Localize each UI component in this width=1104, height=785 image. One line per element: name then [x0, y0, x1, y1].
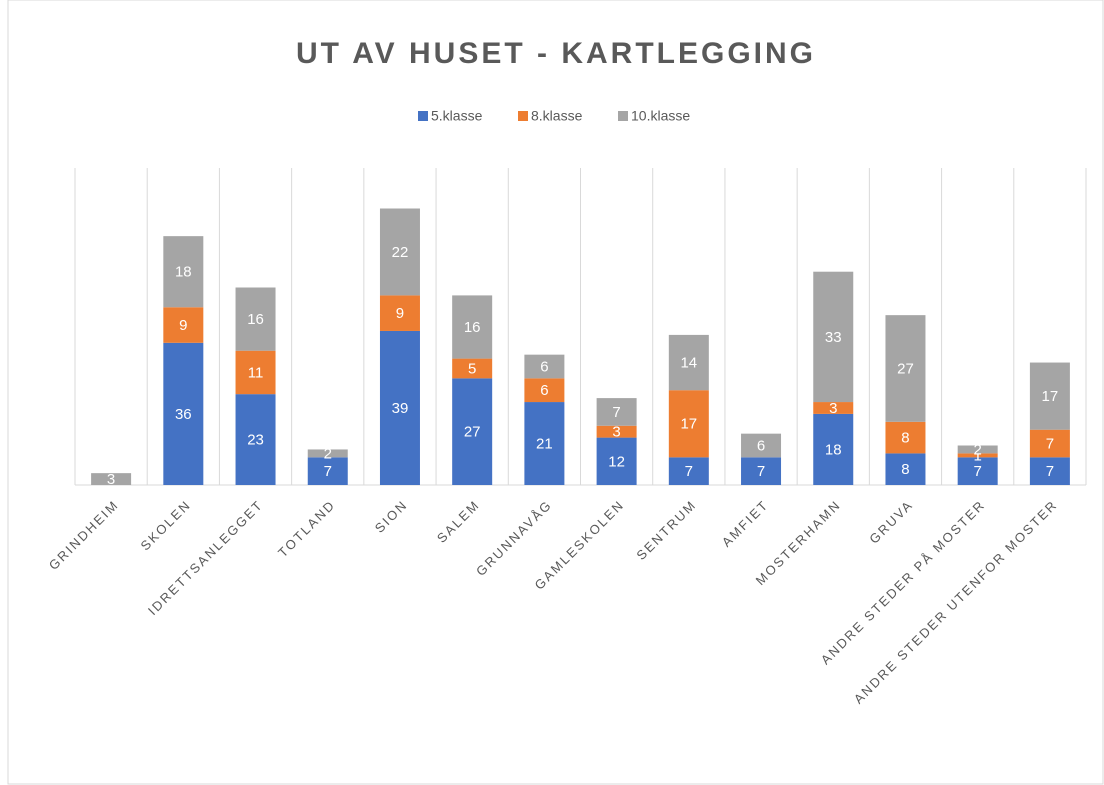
data-label: 8: [901, 461, 909, 478]
bar-segment: [524, 378, 565, 403]
bar-segment: [235, 350, 276, 395]
bar-segment: [307, 457, 348, 485]
x-tick-label: GRUNNAVÅG: [473, 497, 555, 579]
data-label: 3: [829, 400, 837, 417]
bar-segment: [1029, 457, 1070, 485]
data-label: 36: [175, 406, 192, 423]
data-label: 11: [248, 364, 264, 381]
data-label: 6: [757, 437, 765, 454]
data-label: 9: [396, 305, 404, 322]
data-label: 18: [825, 441, 842, 458]
bar-segment: [668, 334, 709, 391]
data-label: 23: [247, 432, 264, 449]
data-label: 21: [536, 435, 553, 452]
x-tick-label: ANDRE STEDER PÅ MOSTER: [818, 497, 988, 667]
data-label: 7: [612, 404, 620, 421]
data-label: 17: [680, 416, 697, 433]
data-label: 7: [1046, 463, 1054, 480]
data-label: 16: [247, 311, 264, 328]
legend-label: 8.klasse: [531, 108, 583, 124]
data-label: 6: [540, 358, 548, 375]
data-label: 14: [680, 355, 697, 372]
data-label: 7: [974, 463, 982, 480]
data-label: 1: [974, 447, 982, 464]
x-tick-label: AMFIET: [719, 497, 772, 550]
data-label: 33: [825, 329, 842, 346]
data-label: 12: [608, 453, 625, 470]
x-tick-label: SKOLEN: [137, 497, 193, 553]
bar-segment: [452, 378, 493, 485]
data-label: 2: [974, 441, 982, 458]
data-label: 7: [1046, 435, 1054, 452]
x-tick-label: TOTLAND: [275, 497, 338, 560]
data-label: 7: [324, 463, 332, 480]
data-label: 27: [464, 424, 481, 441]
x-tick-label: SION: [372, 497, 411, 536]
bar-segment: [452, 358, 493, 379]
x-tick-label: SALEM: [434, 497, 483, 546]
bar-segment: [885, 315, 926, 422]
data-label: 5: [468, 360, 476, 377]
legend-swatch: [518, 111, 528, 121]
bar-segment: [307, 449, 348, 458]
data-label: 16: [464, 319, 481, 336]
bar-segment: [235, 287, 276, 351]
bar-segment: [596, 425, 637, 438]
data-label: 39: [392, 400, 409, 417]
bar-segment: [668, 390, 709, 458]
data-label: 18: [175, 264, 192, 281]
bar-segment: [235, 394, 276, 485]
bar-segment: [596, 398, 637, 426]
legend-label: 5.klasse: [431, 108, 483, 124]
bar-segment: [524, 354, 565, 379]
x-tick-label: GRINDHEIM: [46, 497, 122, 573]
data-label: 3: [612, 424, 620, 441]
chart-border: [7, 0, 1104, 785]
bar-segment: [957, 457, 998, 485]
data-label: 27: [897, 360, 914, 377]
legend-label: 10.klasse: [631, 108, 690, 124]
legend-swatch: [418, 111, 428, 121]
bar-segment: [813, 413, 854, 485]
bar-segment: [596, 437, 637, 485]
data-label: 17: [1042, 388, 1059, 405]
bar-segment: [163, 342, 204, 485]
bar-segment: [668, 457, 709, 485]
bar-segment: [163, 236, 204, 308]
bar-segment: [957, 453, 998, 458]
bar-segment: [885, 453, 926, 485]
bar-segment: [524, 402, 565, 485]
x-tick-label: IDRETTSANLEGGET: [145, 497, 266, 618]
bar-segment: [379, 295, 420, 331]
bar-segment: [741, 457, 782, 485]
data-label: 6: [540, 382, 548, 399]
bar-segment: [452, 295, 493, 359]
bar-segment: [91, 473, 132, 485]
bar-segment: [813, 402, 854, 414]
x-tick-label: GRUVA: [866, 497, 916, 547]
x-tick-label: SENTRUM: [633, 497, 699, 563]
bar-segment: [1029, 362, 1070, 430]
bar-segment: [957, 445, 998, 454]
bar-segment: [1029, 429, 1070, 458]
bar-segment: [813, 271, 854, 403]
data-label: 2: [324, 445, 332, 462]
data-label: 7: [685, 463, 693, 480]
bar-segment: [379, 208, 420, 296]
bar-segment: [163, 307, 204, 343]
data-label: 9: [179, 317, 187, 334]
chart-title: UT AV HUSET - KARTLEGGING: [296, 37, 816, 70]
bar-segment: [741, 433, 782, 458]
legend-swatch: [618, 111, 628, 121]
bar-segment: [379, 330, 420, 485]
data-label: 8: [901, 430, 909, 447]
bar-segment: [885, 421, 926, 454]
data-label: 7: [757, 463, 765, 480]
data-label: 3: [107, 471, 115, 488]
data-label: 22: [392, 244, 409, 261]
